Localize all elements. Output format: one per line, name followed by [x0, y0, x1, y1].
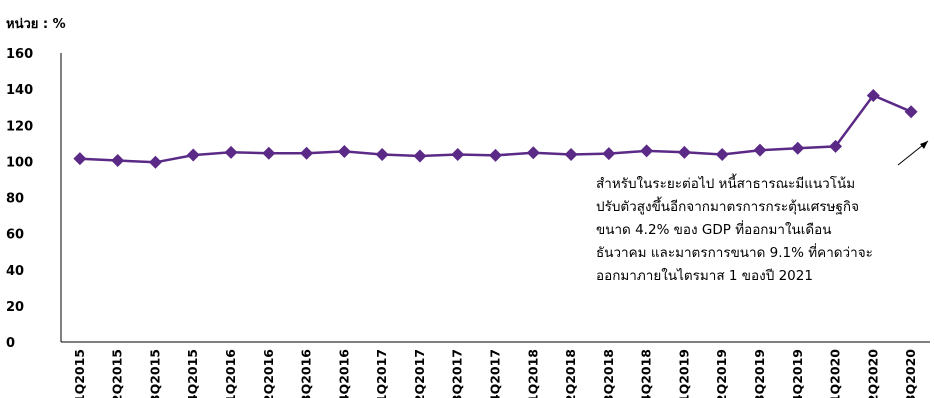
- data-point-marker: [526, 146, 540, 160]
- y-tick-label: 40: [6, 264, 24, 279]
- y-tick-label: 20: [6, 300, 24, 315]
- y-axis-ticks: 0 20 40 60 80 100 120 140 160: [6, 47, 33, 351]
- x-tick-label: 4Q2016: [336, 349, 351, 398]
- x-tick-label: 2Q2017: [412, 349, 427, 398]
- data-point-marker: [337, 144, 351, 158]
- series-markers: [73, 88, 918, 169]
- annotation-line-1: สำหรับในระยะต่อไป หนี้สาธารณะมีแนวโน้ม: [596, 176, 856, 192]
- data-point-marker: [186, 148, 200, 162]
- data-point-marker: [640, 144, 654, 158]
- data-point-marker: [111, 153, 125, 167]
- x-tick-label: 4Q2017: [488, 349, 503, 398]
- x-tick-label: 4Q2019: [790, 349, 805, 398]
- data-point-marker: [753, 143, 767, 157]
- data-point-marker: [224, 145, 238, 159]
- data-point-marker: [791, 141, 805, 155]
- x-tick-label: 3Q2020: [903, 349, 918, 398]
- x-tick-label: 4Q2015: [185, 349, 200, 398]
- y-tick-label: 60: [6, 228, 24, 243]
- data-point-marker: [451, 148, 465, 162]
- y-tick-label: 120: [6, 119, 33, 134]
- x-tick-label: 2Q2015: [110, 349, 125, 398]
- x-tick-label: 1Q2020: [828, 349, 843, 398]
- y-tick-label: 0: [6, 336, 15, 351]
- data-point-marker: [413, 149, 427, 163]
- x-tick-label: 3Q2016: [299, 349, 314, 398]
- y-tick-label: 140: [6, 83, 33, 98]
- x-tick-label: 3Q2019: [752, 349, 767, 398]
- data-point-marker: [375, 148, 389, 162]
- annotation-line-3: ขนาด 4.2% ของ GDP ที่ออกมาในเดือน: [596, 222, 832, 238]
- data-point-marker: [489, 148, 502, 162]
- x-tick-label: 2Q2020: [865, 349, 880, 398]
- x-tick-label: 3Q2015: [147, 349, 162, 398]
- x-tick-label: 1Q2017: [374, 349, 389, 398]
- data-point-marker: [73, 152, 87, 166]
- x-tick-label: 3Q2017: [450, 349, 465, 398]
- x-tick-label: 1Q2015: [72, 349, 87, 398]
- x-axis-ticks: 1Q2015 2Q2015 3Q2015 4Q2015 1Q2016 2Q2016 3Q20…: [72, 349, 918, 398]
- x-tick-label: 1Q2016: [223, 349, 238, 398]
- unit-label: หน่วย : %: [6, 17, 66, 32]
- annotation-text: สำหรับในระยะต่อไป หนี้สาธารณะมีแนวโน้ม ป…: [596, 173, 934, 288]
- x-tick-label: 2Q2016: [261, 349, 276, 398]
- annotation-line-5: ออกมาภายในไตรมาส 1 ของปี 2021: [596, 268, 813, 284]
- x-tick-label: 1Q2018: [525, 349, 540, 398]
- x-tick-label: 2Q2018: [563, 349, 578, 398]
- data-point-marker: [904, 105, 918, 119]
- data-point-marker: [602, 147, 616, 161]
- data-point-marker: [866, 88, 880, 102]
- data-point-marker: [300, 146, 314, 160]
- data-point-marker: [677, 145, 691, 159]
- data-point-marker: [262, 146, 276, 160]
- annotation-arrowhead: [920, 141, 928, 149]
- y-tick-label: 100: [6, 155, 33, 170]
- x-tick-label: 3Q2018: [601, 349, 616, 398]
- y-tick-label: 160: [6, 47, 33, 62]
- x-tick-label: 4Q2018: [639, 349, 654, 398]
- data-point-marker: [564, 148, 578, 162]
- y-tick-label: 80: [6, 192, 24, 207]
- annotation-line-2: ปรับตัวสูงขึ้นอีกจากมาตรการกระตุ้นเศรษฐก…: [596, 199, 860, 215]
- annotation-line-4: ธันวาคม และมาตรการขนาด 9.1% ที่คาดว่าจะ: [596, 245, 873, 261]
- data-point-marker: [829, 139, 843, 153]
- x-tick-label: 1Q2019: [676, 349, 691, 398]
- data-point-marker: [715, 148, 729, 162]
- data-point-marker: [148, 155, 162, 169]
- x-tick-label: 2Q2019: [714, 349, 729, 398]
